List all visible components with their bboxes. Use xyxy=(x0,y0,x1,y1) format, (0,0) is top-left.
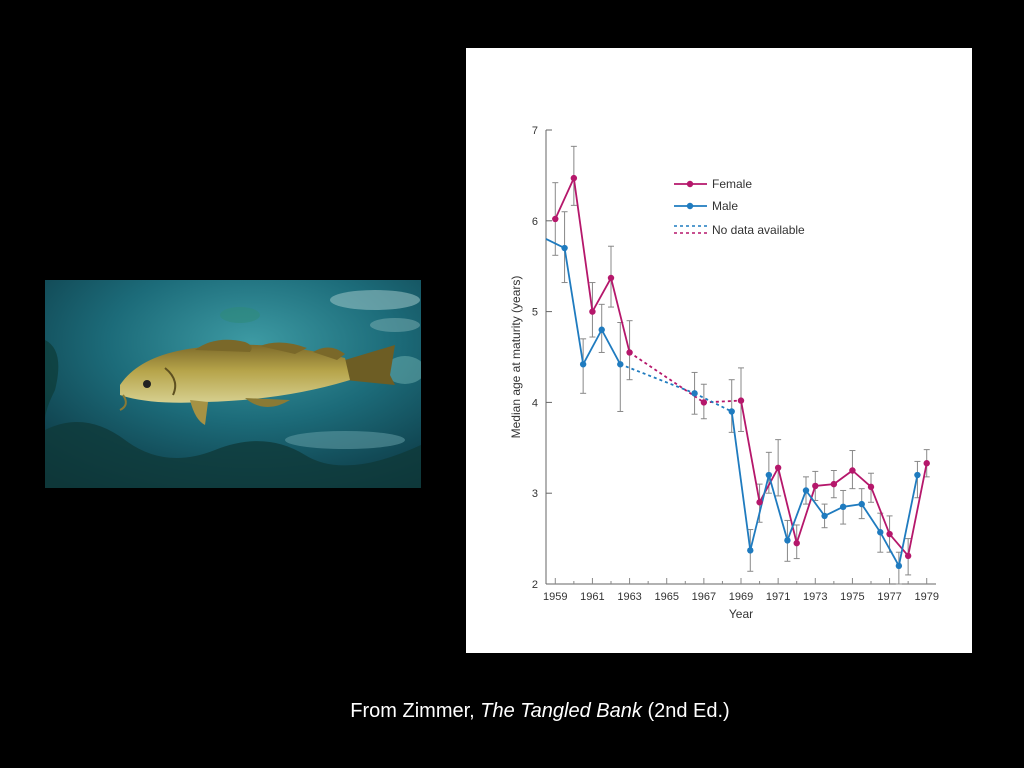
legend-female-marker xyxy=(686,180,694,188)
series-segment xyxy=(805,489,826,517)
female-point xyxy=(700,399,708,406)
male-point xyxy=(858,500,865,508)
female-point xyxy=(570,174,578,182)
cod-fish xyxy=(119,339,395,425)
series-segment xyxy=(786,490,807,541)
female-point xyxy=(626,349,633,356)
no-data-segment xyxy=(703,399,742,404)
x-tick-label: 1965 xyxy=(654,591,678,603)
chart-legend: Female Male No data available xyxy=(674,177,805,237)
male-point xyxy=(784,537,791,544)
female-point xyxy=(737,397,745,404)
x-tick-label: 1979 xyxy=(914,591,938,603)
female-point xyxy=(589,308,596,315)
series-segment xyxy=(879,531,900,567)
series-segment xyxy=(730,411,752,551)
cod-photo xyxy=(45,280,421,488)
male-point xyxy=(877,529,884,536)
legend-male-marker xyxy=(686,202,694,210)
x-tick-label: 1961 xyxy=(580,591,604,603)
series-segment xyxy=(740,400,761,503)
no-data-segment xyxy=(619,363,695,395)
legend-male-label: Male xyxy=(712,199,738,213)
chart-axes: 2 3 4 5 6 7 1959 1961 1963 1965 1967 1969 1971 1973 19… xyxy=(509,125,939,621)
y-tick-label: 7 xyxy=(532,125,538,137)
x-tick-label: 1977 xyxy=(877,591,901,603)
chart-panel: 2 3 4 5 6 7 1959 1961 1963 1965 1967 1969 1971 1973 19… xyxy=(466,48,972,653)
series-segment xyxy=(545,238,565,249)
female-point xyxy=(830,480,838,488)
y-tick-label: 3 xyxy=(532,488,538,500)
x-tick-label: 1973 xyxy=(803,591,827,603)
female-point xyxy=(793,539,800,547)
maturity-age-chart: 2 3 4 5 6 7 1959 1961 1963 1965 1967 1969 1971 1973 19… xyxy=(509,125,939,621)
no-data-segment xyxy=(694,392,733,413)
male-point xyxy=(598,326,605,333)
series-segment xyxy=(572,177,594,312)
series-segment xyxy=(888,533,909,557)
x-axis-label: Year xyxy=(729,607,753,621)
male-point xyxy=(747,547,754,554)
male-point xyxy=(895,562,903,570)
male-point xyxy=(691,390,698,397)
x-tick-label: 1959 xyxy=(543,591,567,603)
series-segment xyxy=(860,503,882,533)
male-point xyxy=(821,512,828,520)
series-segment xyxy=(610,277,631,353)
y-axis-label: Median age at maturity (years) xyxy=(509,276,523,439)
series-segment xyxy=(600,329,622,365)
male-point xyxy=(839,503,847,511)
series-segment xyxy=(777,467,798,544)
x-tick-label: 1971 xyxy=(766,591,790,603)
female-point xyxy=(552,215,559,223)
series-segment xyxy=(897,474,919,567)
x-tick-label: 1963 xyxy=(617,591,641,603)
series-segment xyxy=(767,474,789,541)
male-point xyxy=(728,408,735,415)
cod-illustration xyxy=(45,280,421,488)
series-segment xyxy=(870,486,891,535)
male-point xyxy=(802,487,810,494)
series-segment xyxy=(749,474,770,551)
male-point xyxy=(914,471,921,479)
legend-nodata-label: No data available xyxy=(712,223,805,237)
series-segment xyxy=(824,506,844,517)
caption-prefix: From Zimmer, xyxy=(350,700,481,722)
female-point xyxy=(812,482,819,490)
chart-series xyxy=(545,145,930,585)
female-point xyxy=(886,530,893,538)
male-point xyxy=(765,471,773,479)
y-tick-label: 5 xyxy=(532,307,538,319)
legend-female-label: Female xyxy=(712,177,752,191)
x-tick-label: 1975 xyxy=(840,591,864,603)
series-segment xyxy=(563,247,585,365)
x-tick-label: 1967 xyxy=(692,591,716,603)
series-segment xyxy=(591,277,612,313)
female-point xyxy=(904,552,912,560)
female-point xyxy=(849,467,856,474)
male-point xyxy=(561,244,568,252)
male-point xyxy=(617,361,624,368)
female-point xyxy=(756,499,763,506)
y-tick-label: 6 xyxy=(532,216,538,228)
series-segment xyxy=(582,329,603,365)
female-point xyxy=(923,460,930,467)
series-segment xyxy=(851,469,872,488)
male-point xyxy=(579,361,587,368)
caption-suffix: (2nd Ed.) xyxy=(641,700,730,722)
series-segment xyxy=(795,485,817,544)
y-tick-label: 2 xyxy=(532,579,538,591)
series-segment xyxy=(907,463,928,557)
series-segment xyxy=(554,177,575,220)
female-point xyxy=(774,464,782,471)
female-point xyxy=(607,274,615,282)
caption-book-title: The Tangled Bank xyxy=(480,700,642,722)
x-tick-label: 1969 xyxy=(729,591,753,603)
y-tick-label: 4 xyxy=(532,397,538,409)
female-point xyxy=(867,483,875,491)
slide-caption: From Zimmer, The Tangled Bank (2nd Ed.) xyxy=(0,700,1024,723)
series-segment xyxy=(833,469,853,485)
